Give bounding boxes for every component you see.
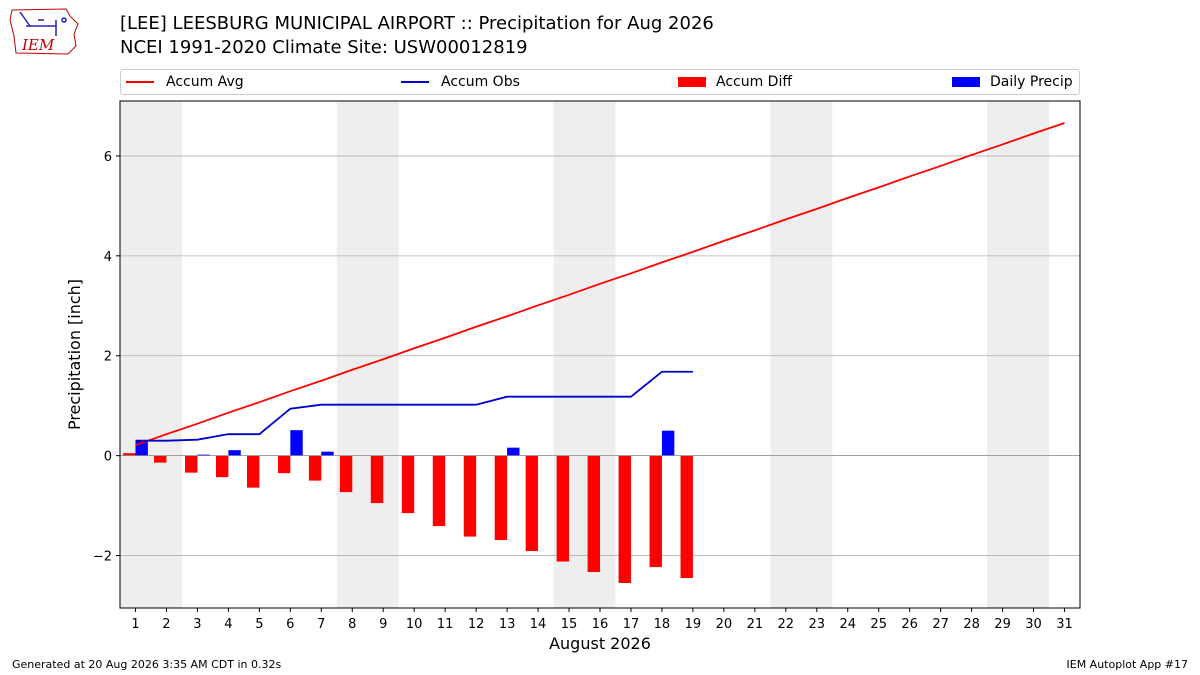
diff-bar xyxy=(277,455,291,474)
x-tick-label: 1 xyxy=(131,617,139,632)
precip-bar xyxy=(507,447,520,456)
legend-swatch xyxy=(952,77,980,87)
legend-item-accum-obs: Accum Obs xyxy=(401,70,520,94)
x-tick-label: 5 xyxy=(255,617,263,632)
x-tick-label: 10 xyxy=(406,617,423,632)
precip-bar xyxy=(228,450,241,456)
legend-item-accum-diff: Accum Diff xyxy=(678,70,792,94)
legend-label: Accum Diff xyxy=(716,74,793,90)
legend-item-accum-avg: Accum Avg xyxy=(126,70,244,94)
iem-logo: IEM xyxy=(9,8,79,55)
x-tick-label: 6 xyxy=(286,617,294,632)
diff-bar xyxy=(649,455,662,568)
precip-bar xyxy=(661,430,675,456)
legend: Accum Avg Accum Obs Accum Diff Daily Pre… xyxy=(120,69,1080,95)
x-tick-label: 3 xyxy=(193,617,201,632)
diff-bar xyxy=(618,455,631,584)
diff-bar xyxy=(525,455,539,552)
diff-bar xyxy=(339,455,353,493)
weekend-band xyxy=(120,101,182,608)
x-tick-label: 15 xyxy=(561,617,578,632)
x-tick-label: 4 xyxy=(224,617,232,632)
chart-title: [LEE] LEESBURG MUNICIPAL AIRPORT :: Prec… xyxy=(120,13,714,34)
precip-bar xyxy=(197,454,210,456)
diff-bar xyxy=(246,455,260,488)
diff-bar xyxy=(370,455,384,504)
y-tick-label: 0 xyxy=(104,450,112,465)
legend-item-daily-precip: Daily Precip xyxy=(952,70,1073,94)
legend-label: Accum Avg xyxy=(166,74,244,90)
precip-bar xyxy=(290,430,303,456)
legend-swatch xyxy=(126,81,154,83)
chart-subtitle: NCEI 1991-2020 Climate Site: USW00012819 xyxy=(120,37,528,58)
x-tick-label: 8 xyxy=(348,617,356,632)
x-tick-label: 19 xyxy=(685,617,702,632)
diff-bar xyxy=(680,455,693,579)
y-axis-label: Precipitation [inch] xyxy=(65,279,84,430)
x-tick-label: 26 xyxy=(901,617,918,632)
x-tick-label: 20 xyxy=(716,617,733,632)
legend-label: Accum Obs xyxy=(441,74,520,90)
diff-bar xyxy=(123,453,136,456)
x-tick-label: 11 xyxy=(437,617,454,632)
x-tick-label: 28 xyxy=(963,617,980,632)
accum-avg-line xyxy=(135,122,1065,447)
y-tick-label: −2 xyxy=(93,550,112,565)
x-tick-label: 22 xyxy=(778,617,795,632)
x-tick-label: 18 xyxy=(654,617,671,632)
diff-bar xyxy=(216,455,229,478)
diff-bar xyxy=(494,455,508,541)
diff-bar xyxy=(154,455,167,463)
x-tick-label: 29 xyxy=(994,617,1011,632)
y-tick-label: 4 xyxy=(104,250,112,265)
diff-bar xyxy=(308,455,322,481)
diff-bar xyxy=(587,455,600,573)
x-tick-label: 21 xyxy=(747,617,764,632)
x-tick-label: 31 xyxy=(1056,617,1073,632)
app-footer: IEM Autoplot App #17 xyxy=(1066,658,1189,671)
diff-bar xyxy=(432,455,446,527)
x-tick-label: 23 xyxy=(809,617,826,632)
x-tick-label: 17 xyxy=(623,617,640,632)
x-axis-label: August 2026 xyxy=(549,634,651,653)
legend-swatch xyxy=(678,77,706,87)
x-tick-label: 30 xyxy=(1025,617,1042,632)
legend-swatch xyxy=(401,81,429,83)
generated-footer: Generated at 20 Aug 2026 3:35 AM CDT in … xyxy=(12,658,282,671)
diff-bar xyxy=(463,455,477,537)
x-tick-label: 16 xyxy=(592,617,609,632)
weekend-band xyxy=(336,101,399,608)
diff-bar xyxy=(185,455,198,473)
weather-instrument-icon xyxy=(19,11,67,36)
weekend-band xyxy=(770,101,833,608)
iowa-outline-icon xyxy=(9,8,79,55)
precip-bar xyxy=(321,451,334,456)
y-tick-label: 6 xyxy=(104,150,112,165)
x-tick-label: 27 xyxy=(932,617,949,632)
diff-bar xyxy=(556,455,570,562)
x-tick-label: 9 xyxy=(379,617,387,632)
x-tick-label: 14 xyxy=(530,617,547,632)
x-tick-label: 12 xyxy=(468,617,485,632)
y-tick-label: 2 xyxy=(104,350,112,365)
diff-bar xyxy=(401,455,415,514)
x-tick-label: 25 xyxy=(870,617,887,632)
weekend-band xyxy=(987,101,1050,608)
legend-label: Daily Precip xyxy=(990,74,1073,90)
x-tick-label: 13 xyxy=(499,617,516,632)
x-tick-label: 2 xyxy=(162,617,170,632)
logo-text: IEM xyxy=(21,36,55,54)
accum-obs-line xyxy=(135,370,693,442)
x-tick-label: 24 xyxy=(839,617,856,632)
x-tick-label: 7 xyxy=(317,617,325,632)
